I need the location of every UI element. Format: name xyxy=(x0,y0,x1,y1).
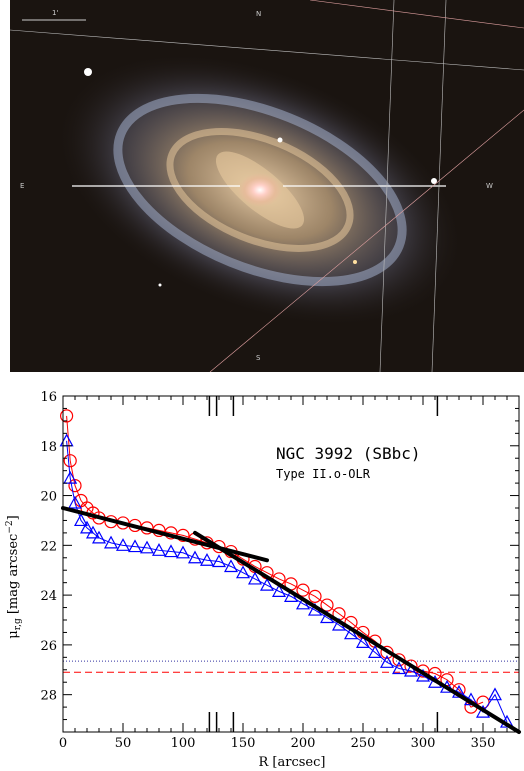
data-point xyxy=(163,544,179,558)
star xyxy=(431,178,437,184)
star xyxy=(84,68,92,76)
series-red-circles xyxy=(59,409,490,714)
x-tick-label: 50 xyxy=(115,736,132,751)
data-point xyxy=(355,635,371,648)
data-point xyxy=(79,520,95,534)
y-axis-label: μr,g [mag arcsec−2] xyxy=(5,515,23,638)
y-tick-label: 20 xyxy=(40,490,57,505)
data-point xyxy=(63,454,77,468)
scale-label: 1' xyxy=(52,9,58,17)
fit-line xyxy=(193,530,521,734)
data-point xyxy=(68,479,82,493)
compass-s: S xyxy=(256,354,261,362)
data-point xyxy=(211,554,227,568)
x-tick-label: 250 xyxy=(351,736,376,751)
artifact-line xyxy=(431,0,447,372)
fit-line xyxy=(61,506,269,563)
y-tick-label: 18 xyxy=(40,440,57,455)
compass-e: E xyxy=(20,182,24,190)
data-point xyxy=(85,525,101,539)
galaxy-core xyxy=(238,173,282,207)
spiral-arm-outer xyxy=(113,93,407,287)
data-point xyxy=(103,535,119,549)
chart-subtitle: Type II.o-OLR xyxy=(276,467,371,481)
data-point xyxy=(391,661,407,675)
y-tick-label: 22 xyxy=(40,539,57,554)
compass-n: N xyxy=(256,10,261,18)
x-tick-label: 350 xyxy=(471,736,496,751)
x-tick-label: 0 xyxy=(59,736,67,751)
star xyxy=(158,283,162,287)
spiral-arm-inner xyxy=(166,128,354,252)
artifact-line xyxy=(309,0,524,29)
galaxy-image: 1' N E W S xyxy=(10,0,524,372)
data-point xyxy=(308,589,322,603)
data-point xyxy=(151,543,167,556)
data-point xyxy=(187,550,203,564)
data-point xyxy=(91,530,107,544)
data-point xyxy=(343,626,359,640)
star xyxy=(277,137,283,143)
data-point xyxy=(59,409,74,423)
y-tick-label: 26 xyxy=(40,639,57,654)
artifact-line xyxy=(209,109,524,372)
data-point xyxy=(235,565,251,579)
data-point xyxy=(67,495,83,509)
y-tick-label: 24 xyxy=(40,589,57,604)
x-tick-label: 300 xyxy=(411,736,436,751)
data-point xyxy=(271,584,287,597)
galaxy-image-svg: 1' N E W S xyxy=(10,0,524,372)
data-point xyxy=(139,540,155,554)
data-point xyxy=(259,577,275,591)
star xyxy=(353,260,357,264)
x-tick-label: 150 xyxy=(231,736,256,751)
data-point xyxy=(199,553,215,566)
y-tick-label: 28 xyxy=(40,689,57,704)
y-tick-label: 16 xyxy=(40,390,57,405)
data-point xyxy=(63,470,78,484)
data-point xyxy=(175,545,191,559)
data-point xyxy=(403,663,419,677)
data-point xyxy=(487,687,503,701)
artifact-line xyxy=(10,29,524,71)
x-tick-label: 200 xyxy=(291,736,316,751)
series-connector xyxy=(66,415,484,708)
artifact-line xyxy=(379,0,395,372)
x-axis-label: R [arcsec] xyxy=(259,755,326,770)
data-point xyxy=(247,571,263,585)
compass-w: W xyxy=(486,182,493,190)
data-point xyxy=(127,539,143,553)
chart-title: NGC 3992 (SBbc) xyxy=(276,444,421,463)
data-point xyxy=(115,538,131,551)
data-point xyxy=(404,659,418,673)
data-point xyxy=(379,655,395,668)
data-point xyxy=(367,645,383,658)
data-point xyxy=(296,583,310,597)
x-tick-label: 100 xyxy=(171,736,196,751)
data-point xyxy=(223,559,239,573)
data-point xyxy=(73,513,89,527)
